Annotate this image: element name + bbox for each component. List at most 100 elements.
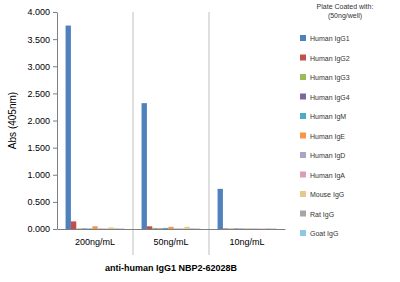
bar (234, 228, 239, 229)
bar (195, 228, 200, 229)
y-tick-label: 2.500 (27, 89, 50, 99)
bar (179, 228, 184, 229)
y-tick-label: 4.000 (27, 7, 50, 17)
separator (209, 12, 210, 255)
legend-label: Human IgG2 (310, 55, 350, 63)
bar (76, 228, 81, 229)
y-tick-label: 0.000 (27, 224, 50, 234)
x-tick: 10ng/mL (229, 229, 264, 247)
legend-label: Human IgG3 (310, 74, 350, 82)
bar (255, 228, 260, 229)
bar (223, 228, 228, 229)
legend-label: Human IgD (310, 152, 345, 160)
bar (114, 228, 119, 229)
y-tick-mark (53, 175, 57, 176)
y-tick-mark (53, 148, 57, 149)
bar (98, 228, 103, 229)
y-axis: 0.000 0.500 1.000 1.500 2.000 2.500 3.000 3.500… (27, 7, 57, 234)
legend-title: (50ng/well) (328, 12, 362, 20)
legend-swatch (300, 35, 306, 41)
legend-label: Goat IgG (310, 230, 338, 238)
y-tick-mark (53, 39, 57, 40)
legend-label: Mouse IgG (310, 191, 344, 199)
x-tick-label: 10ng/mL (229, 237, 264, 247)
bar (244, 228, 249, 229)
bar (103, 228, 108, 229)
legend-label: Human IgA (310, 172, 345, 180)
y-tick: 0.000 (27, 224, 57, 234)
bar (147, 226, 152, 229)
x-tick-label: 50ng/mL (153, 237, 188, 247)
y-tick: 1.500 (27, 143, 57, 153)
legend-swatch (300, 94, 306, 100)
y-tick-label: 2.000 (27, 116, 50, 126)
y-tick-label: 0.500 (27, 197, 50, 207)
legend-title: Plate Coated with: (317, 3, 374, 10)
y-axis-title: Abs (405nm) (7, 92, 18, 149)
bar (119, 228, 124, 229)
x-tick-label: 200ng/mL (75, 237, 115, 247)
y-tick-label: 1.500 (27, 143, 50, 153)
bar (152, 228, 157, 229)
bar (92, 226, 97, 229)
y-tick-mark (53, 229, 57, 230)
bar (239, 228, 244, 229)
legend-swatch (300, 55, 306, 61)
x-axis-title: anti-human IgG1 NBP2-62028B (105, 263, 238, 273)
bar (163, 228, 168, 229)
y-tick: 2.000 (27, 116, 57, 126)
y-tick-label: 3.000 (27, 62, 50, 72)
y-axis-line (57, 13, 58, 230)
bar (71, 221, 76, 229)
bar (266, 228, 271, 229)
y-tick: 1.000 (27, 170, 57, 180)
bar (108, 227, 113, 229)
y-tick: 4.000 (27, 7, 57, 17)
bar (228, 228, 233, 229)
bar (218, 189, 223, 229)
x-axis: 200ng/mL 50ng/mL 10ng/mL (58, 229, 286, 247)
y-tick: 3.000 (27, 62, 57, 72)
y-tick-mark (53, 93, 57, 94)
bar (66, 26, 71, 229)
y-tick: 0.500 (27, 197, 57, 207)
bar (168, 227, 173, 229)
bars (66, 26, 277, 229)
y-tick: 3.500 (27, 35, 57, 45)
legend-swatch (300, 191, 306, 197)
y-tick: 2.500 (27, 89, 57, 99)
legend-swatch (300, 172, 306, 178)
legend-swatch (300, 113, 306, 119)
bar (190, 228, 195, 229)
legend-swatch (300, 133, 306, 139)
y-tick-label: 1.000 (27, 170, 50, 180)
y-tick-mark (53, 66, 57, 67)
legend-swatch (300, 211, 306, 217)
x-tick: 200ng/mL (75, 229, 115, 247)
bar (184, 227, 189, 229)
y-tick-label: 3.500 (27, 35, 50, 45)
bar (271, 228, 276, 229)
legend-label: Human IgE (310, 133, 345, 141)
x-axis-line (58, 229, 286, 230)
legend-swatch (300, 74, 306, 80)
y-tick-mark (53, 121, 57, 122)
separator (133, 12, 134, 255)
bar (142, 103, 147, 229)
group-separators (133, 12, 209, 255)
legend-label: Human IgM (310, 113, 346, 121)
bar (260, 228, 265, 229)
legend-label: Human IgG1 (310, 35, 350, 43)
bar (82, 228, 87, 229)
bar (158, 228, 163, 229)
y-tick-mark (53, 12, 57, 13)
legend-swatch (300, 152, 306, 158)
bar (87, 228, 92, 229)
legend-label: Human IgG4 (310, 94, 350, 102)
bar (250, 228, 255, 229)
legend-label: Rat IgG (310, 211, 334, 219)
y-tick-mark (53, 202, 57, 203)
legend-swatch (300, 230, 306, 236)
chart: 0.000 0.500 1.000 1.500 2.000 2.500 3.000 3.500… (0, 0, 400, 282)
x-tick: 50ng/mL (153, 229, 188, 247)
